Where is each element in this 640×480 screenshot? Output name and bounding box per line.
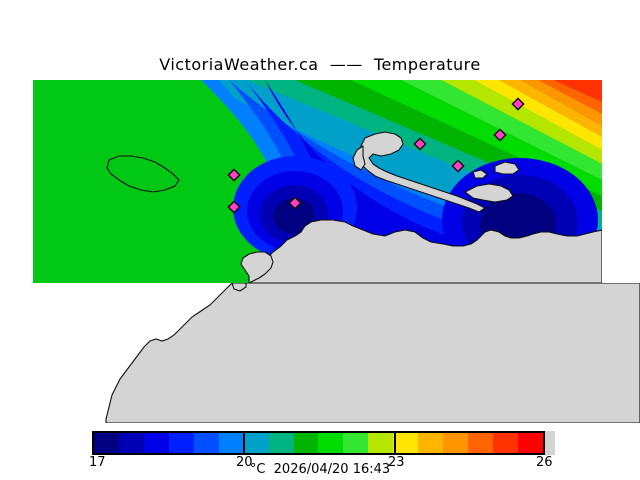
temperature-field	[33, 80, 602, 283]
colorbar-tick-labels: 17 20 23 26	[0, 455, 640, 471]
station-marker[interactable]	[227, 200, 241, 214]
colorbar-swatch	[94, 433, 119, 453]
colorbar-swatch	[243, 433, 269, 453]
station-marker[interactable]	[413, 137, 427, 151]
page-title: VictoriaWeather.ca —— Temperature	[159, 55, 481, 74]
colorbar-label-20: 20	[236, 455, 253, 470]
station-marker[interactable]	[493, 128, 507, 142]
colorbar-label-23: 23	[388, 455, 405, 470]
colorbar[interactable]	[92, 431, 555, 455]
colorbar-tick-23	[394, 431, 396, 455]
land-below-field	[0, 283, 640, 423]
temperature-map[interactable]	[33, 80, 602, 283]
colorbar-swatches[interactable]	[92, 431, 545, 455]
colorbar-swatch	[193, 433, 219, 453]
station-marker[interactable]	[511, 97, 525, 111]
colorbar-tick-20	[243, 431, 245, 455]
station-marker[interactable]	[227, 168, 241, 182]
colorbar-label-max: 26	[536, 455, 553, 470]
colorbar-swatch	[268, 433, 294, 453]
colorbar-swatch	[143, 433, 169, 453]
colorbar-swatch	[468, 433, 493, 453]
colorbar-swatch	[293, 433, 319, 453]
colorbar-swatch	[443, 433, 469, 453]
colorbar-swatch	[493, 433, 518, 453]
colorbar-swatch	[517, 433, 543, 453]
colorbar-swatch	[418, 433, 444, 453]
colorbar-swatch	[118, 433, 144, 453]
station-marker[interactable]	[288, 196, 302, 210]
land-masses	[240, 131, 602, 283]
station-marker[interactable]	[451, 159, 465, 173]
station-markers[interactable]	[227, 97, 525, 214]
colorbar-swatch	[368, 433, 394, 453]
colorbar-swatch	[318, 433, 344, 453]
colorbar-swatch	[343, 433, 369, 453]
colorbar-swatch	[218, 433, 244, 453]
colorbar-swatch	[168, 433, 194, 453]
colorbar-caption: °C 2026/04/20 16:43	[249, 462, 391, 477]
reef-outline	[106, 155, 180, 193]
colorbar-swatch	[393, 433, 419, 453]
colorbar-label-min: 17	[89, 455, 106, 470]
lower-coastline	[105, 283, 640, 423]
